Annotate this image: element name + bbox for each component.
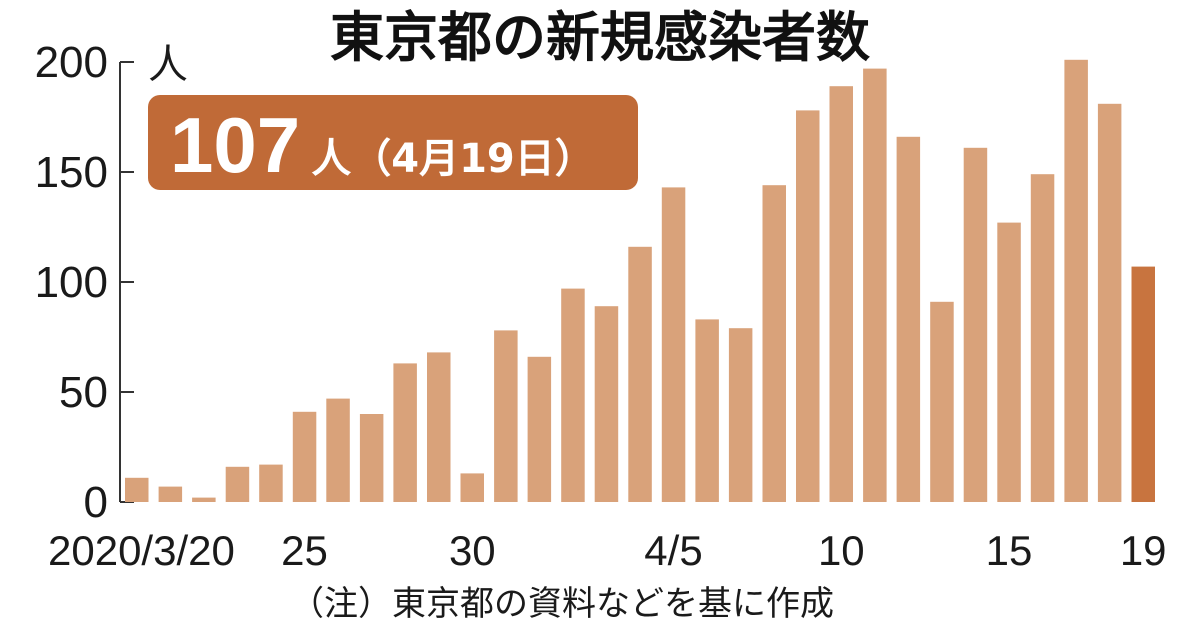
bar [393, 363, 417, 502]
callout-value: 107 人（4月19日） [170, 101, 595, 189]
x-ticks: 2020/3/20 25 30 4/5 10 15 19 [48, 527, 1167, 574]
bar [762, 185, 786, 502]
bar [427, 352, 451, 502]
bar [930, 301, 954, 502]
bar [1097, 103, 1122, 503]
bar [863, 68, 887, 502]
bar [728, 328, 753, 502]
x-tick-label: 15 [986, 527, 1033, 574]
bar [829, 86, 853, 502]
chart-title: 東京都の新規感染者数 [330, 6, 870, 69]
y-ticks: 0 50 100 150 200 [35, 38, 134, 527]
bar [359, 414, 384, 502]
bar [594, 306, 619, 502]
y-tick-label: 100 [35, 258, 108, 307]
bar [661, 187, 686, 502]
x-tick-label: 25 [281, 527, 328, 574]
x-tick-label: 2020/3/20 [48, 527, 235, 574]
bar [326, 398, 350, 502]
bar [527, 356, 552, 502]
x-tick-label: 4/5 [644, 527, 702, 574]
bar-highlight [1131, 266, 1155, 502]
bar [963, 147, 988, 503]
y-tick-label: 150 [35, 148, 108, 197]
callout-background [148, 95, 638, 190]
bars [125, 59, 1155, 503]
x-tick-label: 10 [818, 527, 865, 574]
bar [192, 497, 216, 502]
callout-box: 107 人（4月19日） [148, 95, 638, 190]
bar [225, 466, 250, 502]
y-tick-label: 200 [35, 38, 108, 87]
bar [158, 486, 183, 502]
bar [1030, 174, 1055, 502]
bar [460, 473, 484, 502]
y-unit-label: 人 [148, 42, 188, 88]
bar [125, 477, 149, 502]
y-tick-label: 0 [84, 478, 108, 527]
bar [1064, 59, 1088, 503]
source-note: （注）東京都の資料などを基に作成 [290, 584, 834, 624]
bar [896, 136, 921, 503]
bar [997, 222, 1021, 502]
bar [628, 246, 652, 502]
bar [292, 411, 317, 502]
bar [796, 110, 820, 503]
y-tick-label: 50 [59, 368, 108, 417]
bar [695, 319, 719, 502]
x-tick-label: 30 [449, 527, 496, 574]
bar [494, 330, 518, 502]
bar [561, 288, 585, 502]
bar [259, 464, 283, 502]
x-tick-label: 19 [1120, 527, 1167, 574]
